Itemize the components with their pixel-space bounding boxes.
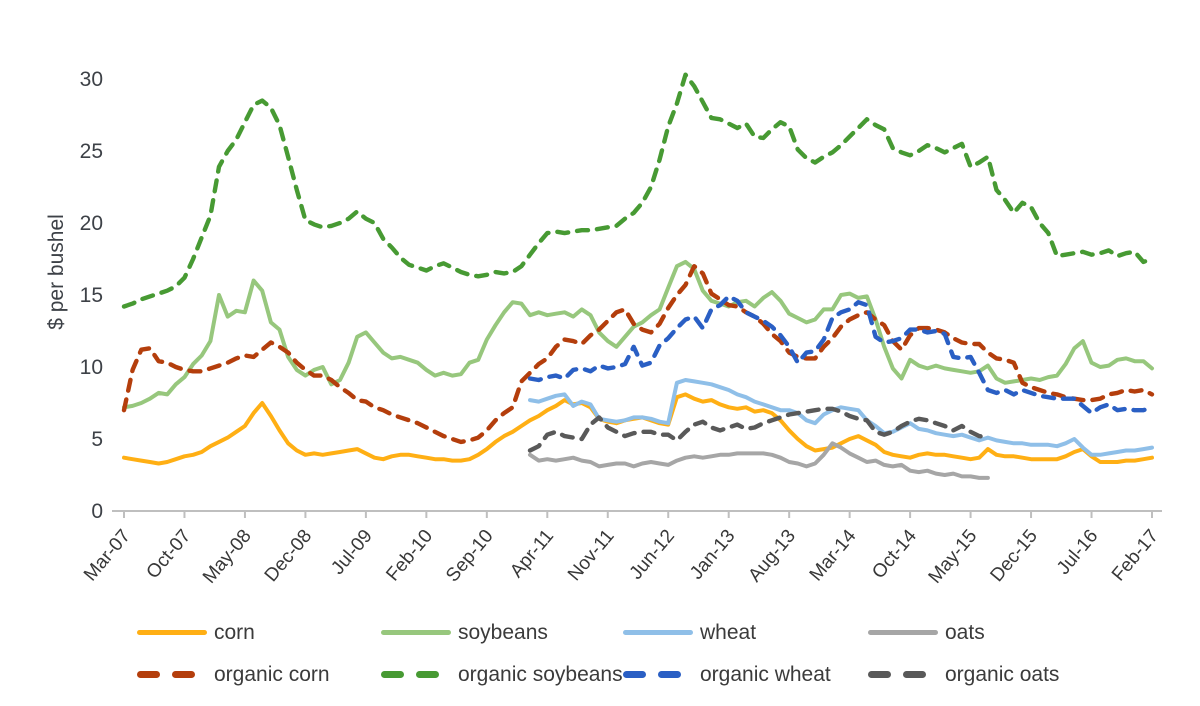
x-tick-label-Jan-13: Jan-13 (686, 526, 739, 584)
series-organic-oats-line (527, 406, 991, 453)
x-tick-label-Aug-13: Aug-13 (745, 526, 800, 586)
x-tick-label-May-08: May-08 (199, 526, 256, 588)
x-tick-label-Feb-17: Feb-17 (1108, 526, 1163, 586)
y-tick-label-10: 10 (80, 356, 103, 379)
x-tick-label-Mar-14: Mar-14 (806, 525, 861, 585)
x-tick-label-Apr-11: Apr-11 (506, 526, 558, 582)
y-tick-label-25: 25 (80, 140, 103, 163)
series-organic-wheat-line (527, 294, 1155, 416)
series-corn-line (122, 392, 1154, 466)
x-tick-label-Oct-14: Oct-14 (868, 525, 921, 583)
x-tick-label-Feb-10: Feb-10 (382, 526, 437, 586)
x-tick-label-Dec-08: Dec-08 (261, 526, 316, 586)
x-tick-label-Jun-12: Jun-12 (626, 526, 679, 584)
x-tick-label-Dec-15: Dec-15 (986, 526, 1041, 586)
x-tick-label-Oct-07: Oct-07 (143, 526, 196, 583)
y-axis-title: $ per bushel (45, 214, 68, 330)
series-organic-soybeans-line (121, 72, 1155, 309)
x-tick-label-Nov-11: Nov-11 (564, 526, 619, 585)
y-tick-label-5: 5 (91, 428, 103, 451)
x-tick-label-Mar-07: Mar-07 (80, 526, 135, 586)
series-oats-line (528, 441, 990, 480)
y-tick-label-30: 30 (80, 68, 103, 91)
x-tick-label-Jul-09: Jul-09 (327, 526, 376, 579)
y-tick-label-20: 20 (80, 212, 103, 235)
series-organic-corn-line (121, 264, 1155, 445)
y-tick-label-0: 0 (91, 500, 103, 523)
series-soybeans-line (122, 259, 1154, 410)
series-wheat-line (528, 378, 1154, 457)
x-tick-label-May-15: May-15 (925, 526, 982, 588)
y-tick-label-15: 15 (80, 284, 103, 307)
x-tick-label-Jul-16: Jul-16 (1053, 526, 1102, 579)
x-tick-label-Sep-10: Sep-10 (442, 526, 497, 586)
